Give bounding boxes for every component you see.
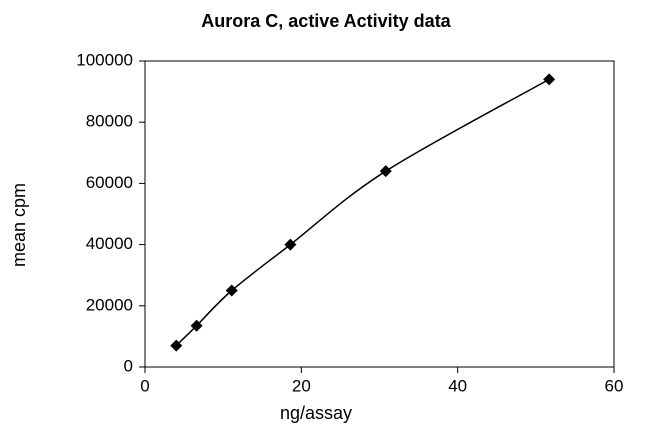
y-axis-label: mean cpm	[9, 183, 29, 267]
x-axis-label: ng/assay	[280, 403, 352, 423]
data-point	[543, 73, 556, 86]
y-tick-label: 60000	[86, 173, 133, 192]
plot-frame	[144, 60, 615, 368]
data-point	[225, 284, 238, 297]
x-tick-label: 60	[605, 376, 624, 395]
series-line	[175, 78, 550, 347]
x-tick-label: 40	[448, 376, 467, 395]
data-point	[170, 339, 183, 352]
y-tick-label: 0	[124, 356, 133, 375]
y-tick-label: 80000	[86, 112, 133, 131]
data-point	[284, 238, 297, 251]
x-tick-label: 20	[292, 376, 311, 395]
data-point	[379, 165, 392, 178]
y-tick-label: 40000	[86, 234, 133, 253]
y-tick-label: 100000	[76, 50, 133, 69]
data-point	[190, 319, 203, 332]
y-tick-label: 20000	[86, 295, 133, 314]
chart-title: Aurora C, active Activity data	[201, 11, 451, 31]
x-tick-label: 0	[140, 376, 149, 395]
